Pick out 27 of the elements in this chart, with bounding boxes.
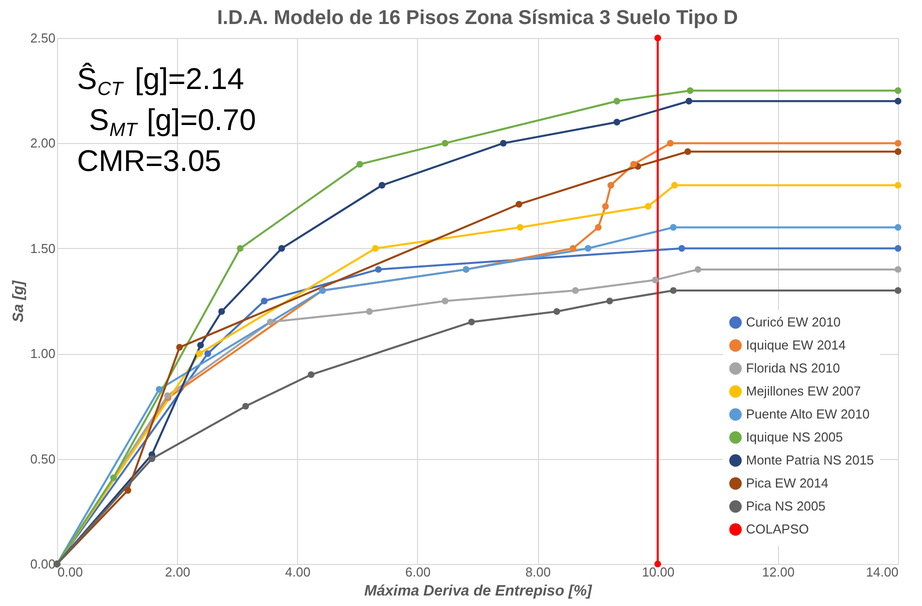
x-tick-label: 10.00 <box>642 564 674 580</box>
legend-label: Mejillones EW 2007 <box>746 384 861 398</box>
y-tick-label: 2.00 <box>30 136 56 151</box>
legend-label: Monte Patria NS 2015 <box>746 452 874 468</box>
y-axis-title: Sa [g] <box>10 280 28 322</box>
chart-title: I.D.A. Modelo de 16 Pisos Zona Sísmica 3 Suelo Tipo D <box>217 7 738 29</box>
x-tick-label: 8.00 <box>525 564 551 580</box>
x-tick-label: 0.00 <box>58 564 83 580</box>
legend-label: Iquique EW 2014 <box>746 338 846 352</box>
x-tick-label: 2.00 <box>164 564 190 580</box>
x-tick-label: 4.00 <box>285 564 310 580</box>
x-tick-label: 6.00 <box>405 564 431 580</box>
legend-label: Pica EW 2014 <box>746 476 828 490</box>
y-tick-label: 0.50 <box>30 451 56 466</box>
legend-label: Iquique NS 2005 <box>746 430 843 444</box>
legend-label: Pica NS 2005 <box>746 498 826 514</box>
y-tick-label: 1.00 <box>30 346 56 362</box>
y-tick-label: 1.50 <box>30 240 56 256</box>
legend-label: Florida NS 2010 <box>746 360 840 376</box>
x-axis-title: Máxima Deriva de Entrepiso [%] <box>364 582 593 600</box>
legend-label: COLAPSO <box>746 522 809 536</box>
y-tick-label: 2.50 <box>30 30 56 46</box>
legend-label: Curicó EW 2010 <box>746 314 841 330</box>
x-tick-label: 12.00 <box>762 564 795 580</box>
x-tick-label: 14.00 <box>866 564 898 580</box>
annotation: CMR=3.05 <box>77 145 222 178</box>
legend-label: Puente Alto EW 2010 <box>746 406 870 422</box>
